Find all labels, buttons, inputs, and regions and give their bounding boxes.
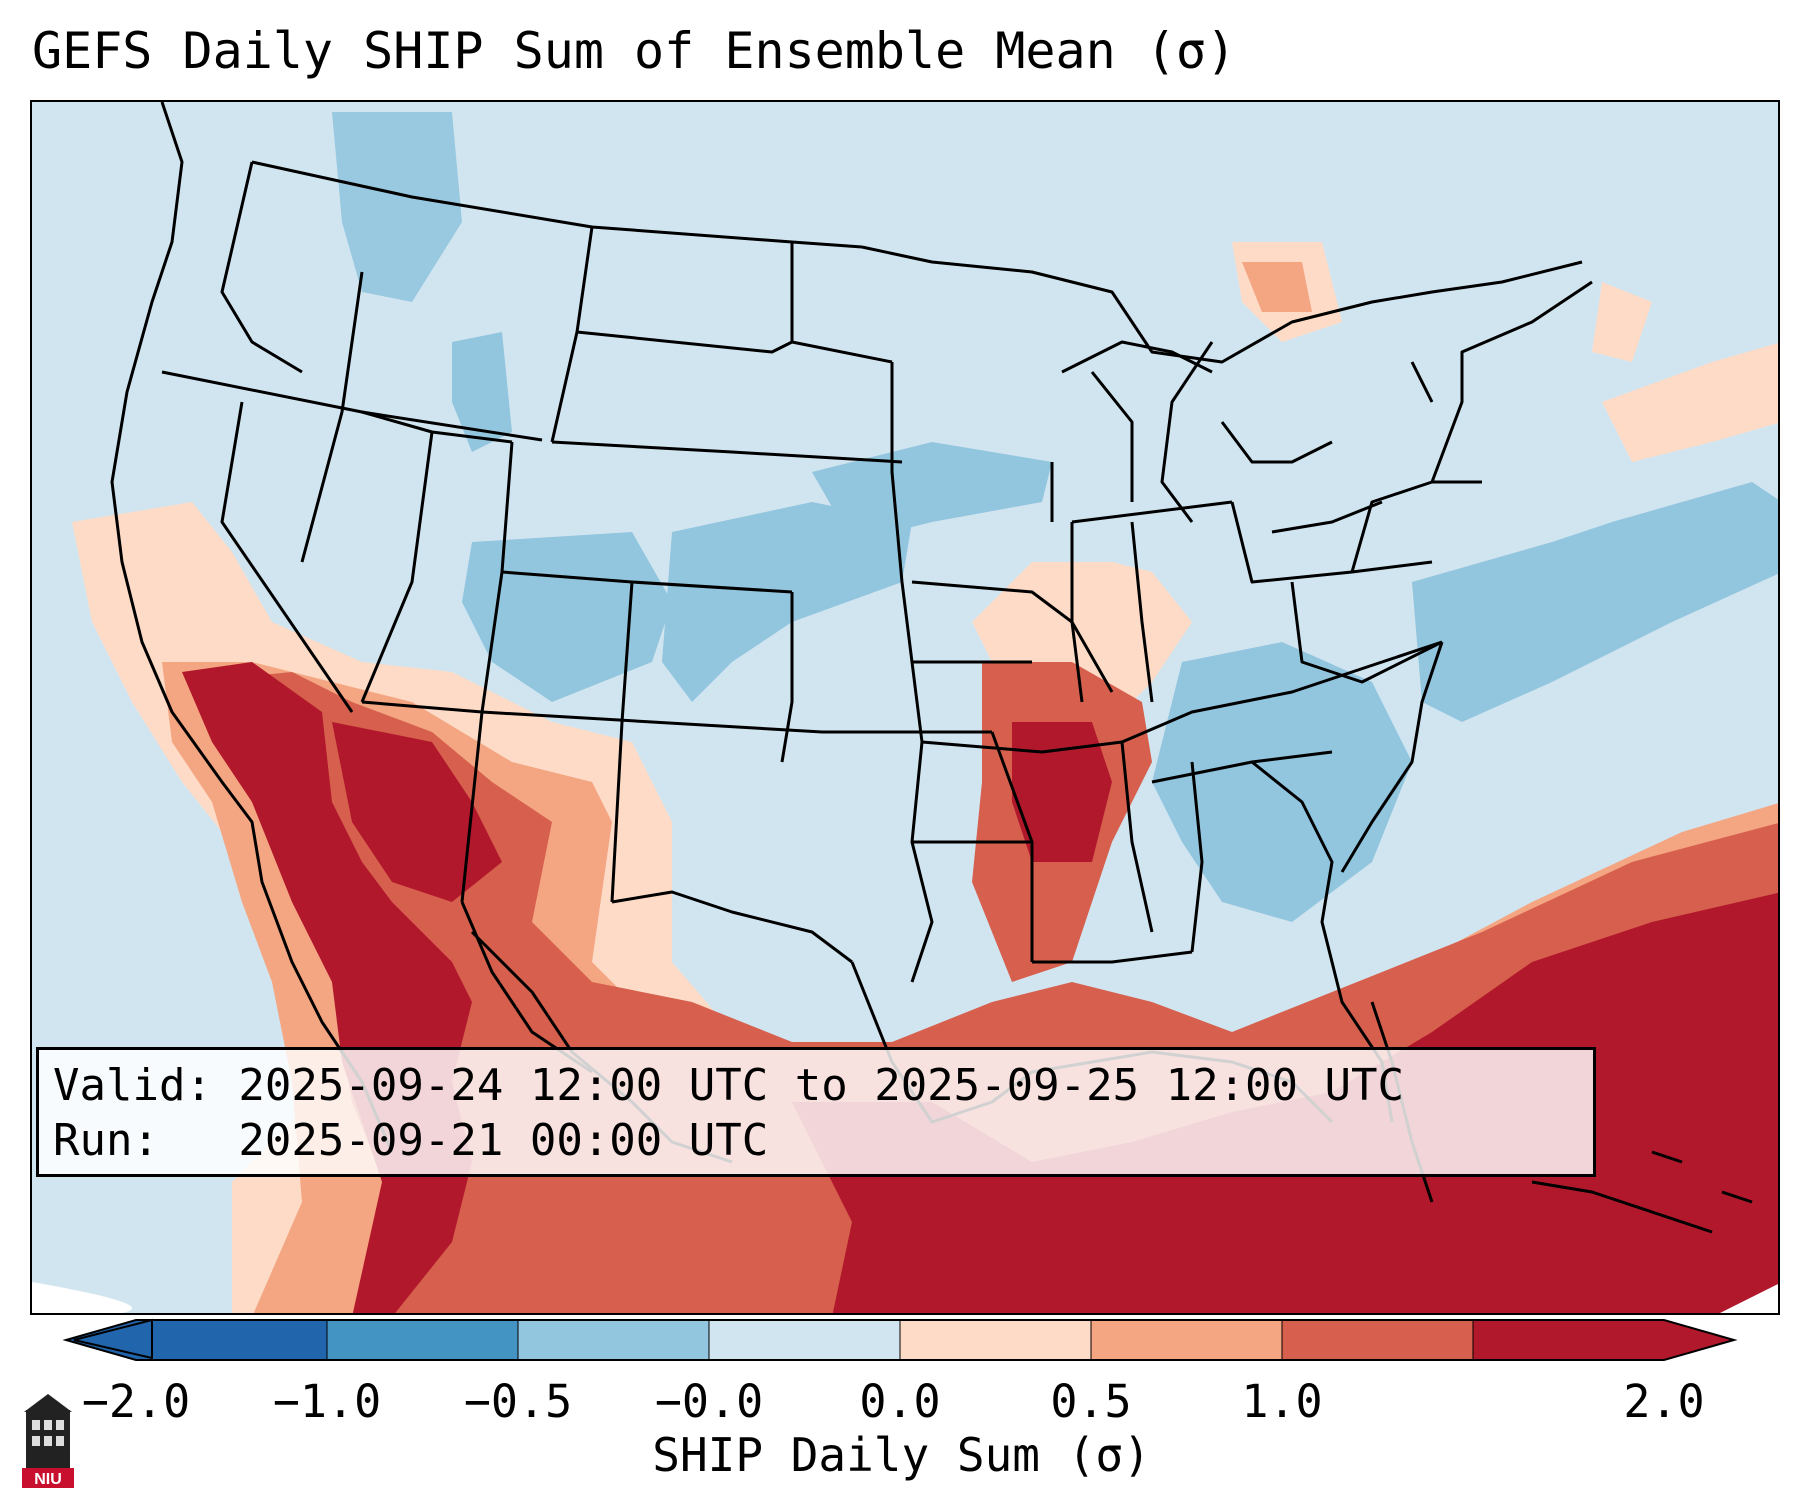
colorbar-tick-label: 2.0 bbox=[1623, 1375, 1705, 1428]
colorbar-segment bbox=[1282, 1320, 1474, 1360]
university-tower-icon: NIU bbox=[22, 1394, 74, 1488]
colorbar-tick-label: −0.5 bbox=[463, 1375, 573, 1428]
colorbar-segment bbox=[900, 1320, 1092, 1360]
logo-text: NIU bbox=[34, 1471, 62, 1488]
colorbar-segment bbox=[136, 1320, 328, 1360]
colorbar-min-arrow bbox=[73, 1318, 153, 1360]
colorbar-segment bbox=[1473, 1320, 1665, 1360]
colorbar-tick-label: 1.0 bbox=[1241, 1375, 1323, 1428]
colorbar-label: SHIP Daily Sum (σ) bbox=[652, 1428, 1151, 1482]
colorbar-segments bbox=[62, 1319, 1738, 1361]
colorbar-segment bbox=[1091, 1320, 1283, 1360]
colorbar-tick-label: 0.5 bbox=[1050, 1375, 1132, 1428]
run-time-line: Run: 2025-09-21 00:00 UTC bbox=[53, 1115, 769, 1166]
colorbar-tick-label: −0.0 bbox=[654, 1375, 764, 1428]
colorbar bbox=[62, 1318, 1738, 1361]
colorbar-outline bbox=[62, 1319, 1738, 1361]
colorbar-segment bbox=[518, 1320, 710, 1360]
colorbar-segment bbox=[327, 1320, 519, 1360]
valid-time-line: Valid: 2025-09-24 12:00 UTC to 2025-09-2… bbox=[53, 1060, 1405, 1111]
state-boundaries bbox=[110, 102, 1753, 1234]
colorbar-segment bbox=[709, 1320, 901, 1360]
colorbar-tick-label: 0.0 bbox=[859, 1375, 941, 1428]
colorbar-max-extend bbox=[1664, 1320, 1734, 1360]
colorbar-tick-label: −2.0 bbox=[81, 1375, 191, 1428]
chart-title: GEFS Daily SHIP Sum of Ensemble Mean (σ) bbox=[32, 22, 1237, 80]
validity-info-box: Valid: 2025-09-24 12:00 UTC to 2025-09-2… bbox=[36, 1047, 1596, 1177]
colorbar-tick-label: −1.0 bbox=[272, 1375, 382, 1428]
